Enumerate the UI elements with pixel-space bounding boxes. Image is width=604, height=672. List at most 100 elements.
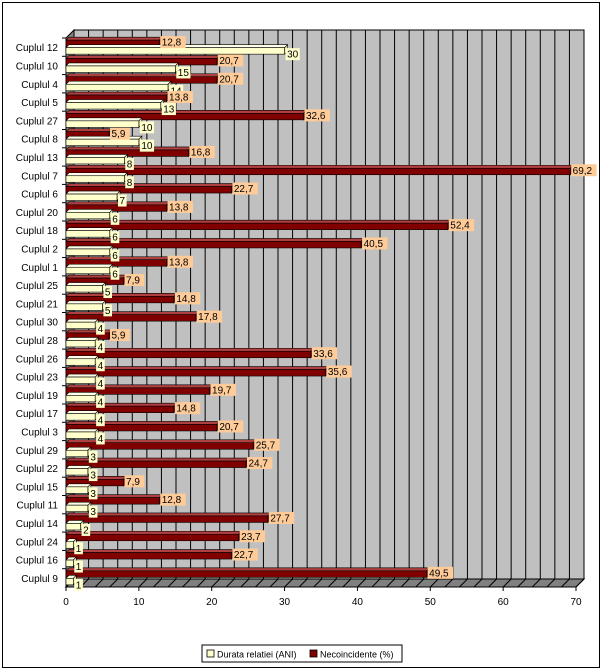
gridline-floor	[502, 578, 512, 588]
data-label-durata-bg	[110, 212, 120, 225]
gridline-floor	[196, 578, 206, 588]
bar-durata	[65, 157, 125, 165]
bar-durata	[65, 175, 125, 183]
category-label: Cuplul 21	[16, 299, 59, 310]
data-label-necoincidente-bg	[304, 109, 330, 122]
data-label-necoincidente-bg	[124, 274, 145, 287]
category-label: Cuplul 25	[16, 281, 59, 292]
data-label-necoincidente: 20,7	[219, 56, 239, 67]
gridline-floor	[240, 578, 250, 588]
category-label: Cuplul 18	[16, 226, 59, 237]
data-label-durata: 4	[98, 379, 104, 390]
data-label-necoincidente: 49,5	[429, 568, 449, 579]
data-label-necoincidente-bg	[189, 145, 215, 158]
bar-durata-top	[65, 300, 107, 305]
data-label-durata-bg	[285, 48, 300, 61]
bar-necoincidente-top	[65, 366, 330, 370]
data-label-necoincidente: 7,9	[126, 477, 140, 488]
data-label-necoincidente: 5,9	[111, 330, 125, 341]
bar-durata	[65, 413, 96, 421]
data-label-durata: 3	[90, 471, 96, 482]
gridline-floor	[211, 578, 221, 588]
bar-durata	[65, 504, 89, 512]
bar-durata	[65, 523, 81, 531]
bar-durata	[65, 395, 96, 403]
data-label-necoincidente: 25,7	[256, 440, 276, 451]
data-label-durata-bg	[118, 194, 127, 207]
data-label-durata: 8	[127, 159, 133, 170]
bar-necoincidente	[65, 186, 232, 194]
data-label-durata-bg	[81, 523, 91, 536]
data-label-necoincidente: 22,7	[234, 550, 254, 561]
gridline-floor	[327, 578, 337, 588]
bar-durata	[65, 266, 111, 275]
bar-necoincidente	[65, 204, 167, 212]
data-label-necoincidente: 20,7	[219, 422, 239, 433]
bar-necoincidente-top	[65, 567, 431, 572]
data-label-necoincidente-bg	[124, 475, 145, 488]
gridline-floor	[561, 578, 570, 588]
bar-durata	[65, 431, 96, 439]
bar-durata	[65, 449, 89, 458]
data-label-necoincidente: 27,7	[270, 513, 290, 524]
legend-swatch-necoincidente	[309, 649, 318, 658]
data-label-necoincidente: 23,7	[241, 532, 261, 543]
category-label: Cuplul 17	[16, 409, 59, 420]
category-label: Cuplul 19	[16, 391, 59, 402]
category-label: Cuplul 14	[16, 519, 59, 530]
gridline-floor	[429, 578, 439, 588]
data-label-durata: 4	[98, 324, 104, 335]
bar-durata-top	[65, 154, 129, 158]
bar-necoincidente	[65, 387, 210, 395]
data-label-necoincidente-bg	[217, 72, 244, 85]
data-label-durata: 6	[112, 269, 118, 280]
x-tick-label: 30	[279, 597, 291, 608]
bar-necoincidente	[65, 552, 232, 560]
data-label-durata: 4	[98, 397, 104, 408]
data-label-durata: 1	[76, 562, 82, 573]
bar-durata	[65, 65, 176, 73]
data-label-necoincidente: 17,8	[198, 312, 218, 323]
data-label-durata-bg	[125, 157, 134, 170]
data-label-durata: 7	[120, 196, 126, 207]
data-label-necoincidente-bg	[268, 511, 295, 524]
gridline-floor	[94, 578, 104, 588]
bar-durata-top	[65, 373, 99, 378]
data-label-durata-bg	[103, 286, 113, 299]
category-label: Cuplul 3	[21, 427, 58, 438]
bar-necoincidente-top	[65, 384, 214, 389]
bar-necoincidente-top	[65, 201, 171, 206]
bar-necoincidente-top	[65, 530, 243, 535]
bar-durata	[65, 248, 111, 256]
data-label-durata-bg	[110, 231, 120, 244]
gridline-floor	[459, 578, 468, 588]
data-label-necoincidente-bg	[448, 219, 475, 232]
data-label-necoincidente: 52,4	[450, 221, 470, 232]
data-label-durata-bg	[88, 450, 98, 463]
bar-durata	[65, 285, 103, 293]
bar-durata-top	[65, 135, 143, 140]
data-label-durata: 3	[90, 507, 96, 518]
gridline-floor	[313, 578, 323, 588]
data-label-durata: 6	[112, 233, 118, 244]
bar-necoincidente-top	[65, 293, 178, 297]
bar-necoincidente-top	[65, 549, 236, 553]
gridline-floor	[517, 578, 527, 588]
gridline-floor	[473, 578, 483, 588]
gridline-floor	[400, 578, 410, 588]
bar-necoincidente-top	[65, 402, 178, 407]
data-label-durata-bg	[88, 469, 98, 482]
bar-necoincidente	[65, 460, 247, 468]
data-label-necoincidente-bg	[109, 127, 130, 140]
data-label-necoincidente: 5,9	[111, 129, 125, 140]
bar-durata-top	[65, 446, 92, 451]
gridline-floor	[531, 578, 541, 588]
gridline-floor	[298, 578, 308, 588]
category-label: Cuplul 5	[21, 98, 58, 109]
gridline-floor	[255, 578, 264, 588]
x-tick-label: 10	[133, 597, 145, 608]
data-label-necoincidente-bg	[362, 237, 388, 250]
data-label-necoincidente-bg	[217, 54, 244, 67]
gridline-floor	[182, 578, 191, 588]
bar-necoincidente-top	[65, 146, 193, 151]
